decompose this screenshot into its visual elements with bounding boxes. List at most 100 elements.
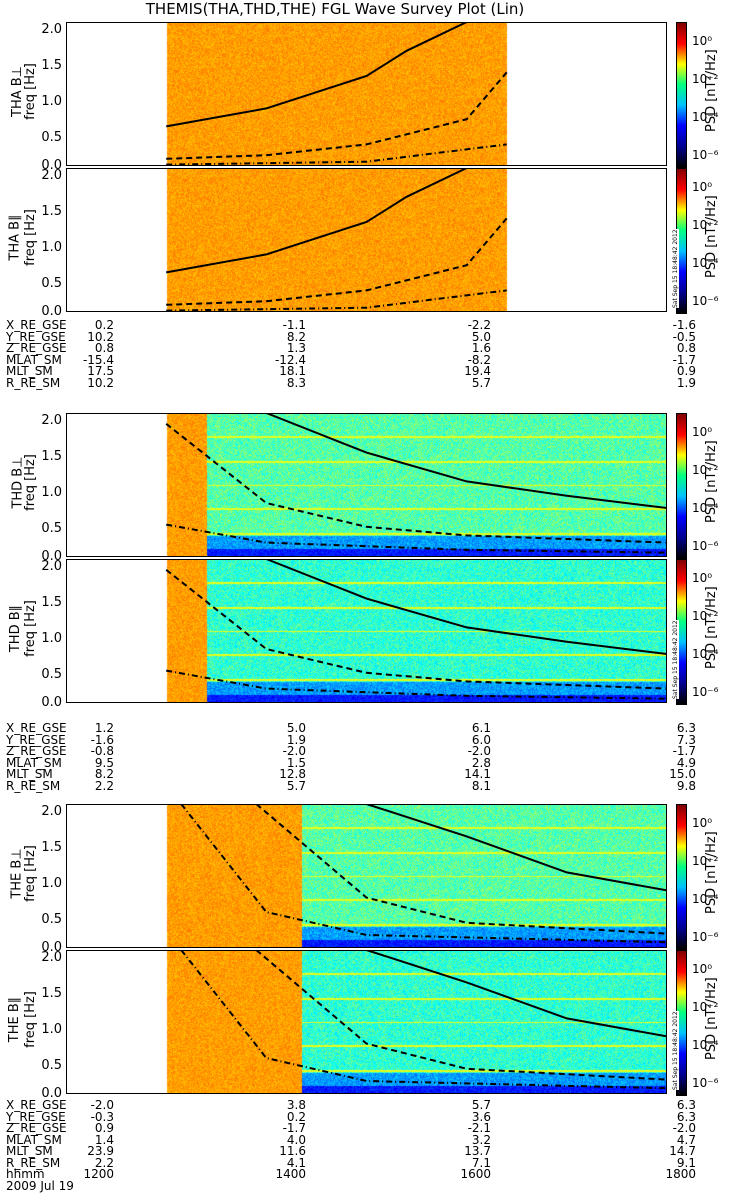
solid-frequency-curve <box>366 950 667 1038</box>
dashdot-frequency-curve <box>166 669 667 700</box>
y-tick-label: 0.0 <box>41 304 62 319</box>
panel-component-label: THD B∥ <box>8 604 24 653</box>
dashed-frequency-curve <box>165 569 667 690</box>
ephemeris-value: 1.6 <box>471 341 491 355</box>
spectrogram-image <box>66 168 667 312</box>
spectrogram-panel <box>66 168 667 312</box>
ephemeris-value: 1.5 <box>286 755 306 770</box>
ephemeris-value: 1.3 <box>286 341 306 355</box>
ephemeris-table: X_RE_GSE 1.2 5.0 6.1 6.3 Y_RE_GSE -1.6 1.9 6.0 7.… <box>6 722 696 793</box>
panel-component-label: THA B∥ <box>7 214 23 261</box>
y-tick-label: 1.0 <box>41 94 62 109</box>
y-tick-label: 0.5 <box>41 667 62 682</box>
colorbar-label: PSD [nT²/Hz] <box>704 195 719 278</box>
ephemeris-label: R_RE_SM <box>6 778 61 793</box>
y-tick-label: 1.5 <box>41 58 62 73</box>
ephemeris-row: X_RE_GSE 0.2 -1.1 -2.2 -1.6 <box>6 318 696 332</box>
y-tick-label: 1.0 <box>41 485 62 500</box>
ephemeris-row: Z_RE_GSE 0.9 -1.7 -2.1 -2.0 <box>6 1122 696 1135</box>
colorbar-tick-label: 10⁻² <box>692 72 719 86</box>
ephemeris-value: 3.8 <box>286 1098 306 1112</box>
y-tick-label: 0.0 <box>41 940 62 955</box>
ephemeris-label: R_RE_SM <box>6 1155 61 1170</box>
ephemeris-value: -1.7 <box>672 352 696 367</box>
y-tick-label: 0.5 <box>41 912 62 927</box>
colorbar-tick-label: 10⁻² <box>692 609 719 623</box>
curve-overlay <box>180 804 667 944</box>
ephemeris-value: 4.1 <box>286 1155 306 1170</box>
colorbar-tick-label: 10⁰ <box>692 571 713 585</box>
y-tick-label: 0.5 <box>41 1058 62 1073</box>
ephemeris-value: 6.3 <box>676 1098 696 1112</box>
ephemeris-value: -2.0 <box>282 744 306 758</box>
colorbar <box>676 22 687 168</box>
dashed-frequency-curve <box>165 423 667 544</box>
colorbar <box>676 804 687 950</box>
ephemeris-value: 8.2 <box>94 767 114 781</box>
ephemeris-value: 12.8 <box>279 767 306 781</box>
ephemeris-row: X_RE_GSE -2.0 3.8 5.7 6.3 <box>6 1098 696 1112</box>
y-tick-label: 1.5 <box>41 986 62 1001</box>
y-tick-label: 2.0 <box>41 413 62 428</box>
curve-overlay <box>166 168 508 312</box>
spectrogram-panel <box>66 22 667 166</box>
ephemeris-value: 5.7 <box>471 1098 491 1112</box>
colorbar-tick-label: 10⁰ <box>692 962 713 976</box>
colorbar-tick-label: 10⁻² <box>692 218 719 232</box>
colorbar-tick-label: 10⁻² <box>692 854 719 868</box>
colorbar-label: PSD [nT²/Hz] <box>704 586 719 669</box>
ephemeris-value: 14.7 <box>669 1144 696 1158</box>
ephemeris-value: 1200 <box>83 1167 114 1181</box>
ephemeris-value: 6.3 <box>676 1109 696 1124</box>
ephemeris-row: R_RE_SM 2.2 5.7 8.1 9.8 <box>6 778 696 793</box>
ephemeris-value: 1.9 <box>676 375 696 390</box>
ephemeris-value: 0.8 <box>676 341 696 355</box>
colorbar-tick-label: 10⁻⁶ <box>692 1076 719 1090</box>
ephemeris-value: 23.9 <box>87 1144 114 1158</box>
ephemeris-row: hhmm 1200 1400 1600 1800 <box>6 1167 696 1181</box>
ephemeris-label: Y_RE_GSE <box>6 329 66 344</box>
ephemeris-value: 0.9 <box>676 364 696 378</box>
panel-component-label: THE B∥ <box>7 996 23 1043</box>
ephemeris-label: Z_RE_GSE <box>6 341 67 355</box>
colorbar-tick-label: 10⁻⁴ <box>692 501 719 515</box>
colorbar-tick-label: 10⁻⁶ <box>692 539 719 553</box>
dashdot-frequency-curve <box>166 523 667 554</box>
ephemeris-row: Y_RE_GSE 10.2 8.2 5.0 -0.5 <box>6 329 696 344</box>
ephemeris-value: 10.2 <box>87 329 114 344</box>
ephemeris-value: 2.2 <box>94 1155 114 1170</box>
generation-timestamp: Sat Sep 15 18:48:42 2012 <box>672 620 679 699</box>
ephemeris-value: 6.3 <box>676 721 696 735</box>
ephemeris-value: 7.1 <box>471 1155 491 1170</box>
y-tick-label: 1.5 <box>41 204 62 219</box>
colorbar-label: PSD [nT²/Hz] <box>704 440 719 523</box>
ephemeris-value: -2.0 <box>90 1098 114 1112</box>
ephemeris-value: 1.4 <box>94 1132 114 1147</box>
ephemeris-value: -1.1 <box>282 318 306 332</box>
ephemeris-value: 0.8 <box>94 341 114 355</box>
ephemeris-value: -0.8 <box>90 744 114 758</box>
ephemeris-value: 19.4 <box>464 364 491 378</box>
colorbar-tick-label: 10⁰ <box>692 180 713 194</box>
dashdot-frequency-curve <box>180 804 667 944</box>
y-tick-label: 2.0 <box>41 950 62 965</box>
dashed-frequency-curve <box>255 804 667 935</box>
ephemeris-value: 5.0 <box>471 329 491 344</box>
generation-timestamp: Sat Sep 15 18:48:42 2012 <box>672 1011 679 1090</box>
ephemeris-value: 11.6 <box>279 1144 306 1158</box>
ephemeris-row: MLT_SM 23.9 11.6 13.7 14.7 <box>6 1144 696 1158</box>
ephemeris-value: -2.0 <box>467 744 491 758</box>
solid-frequency-curve <box>265 559 667 655</box>
colorbar-tick-label: 10⁻⁴ <box>692 647 719 661</box>
ephemeris-value: 2.8 <box>471 755 491 770</box>
y-tick-label: 1.0 <box>41 1022 62 1037</box>
ephemeris-value: -12.4 <box>274 352 306 367</box>
y-tick-label: 1.5 <box>41 840 62 855</box>
ephemeris-value: 17.5 <box>87 364 114 378</box>
colorbar-tick-label: 10⁰ <box>692 816 713 830</box>
y-tick-label: 1.0 <box>41 240 62 255</box>
ephemeris-value: -0.5 <box>672 329 696 344</box>
curve-overlay <box>166 22 508 166</box>
ephemeris-value: 9.8 <box>676 778 696 793</box>
colorbar-tick-label: 10⁻⁶ <box>692 685 719 699</box>
